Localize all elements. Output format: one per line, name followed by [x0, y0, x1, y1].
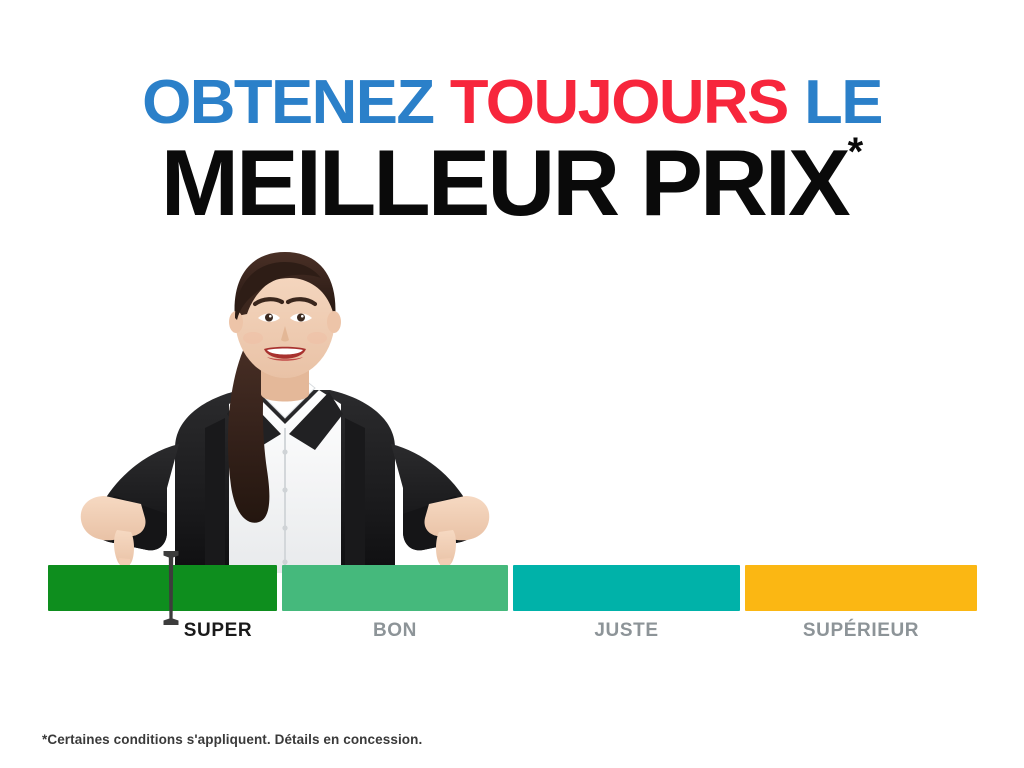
- headline-line-1: OBTENEZ TOUJOURS LE: [0, 72, 1024, 134]
- rating-segment-bon[interactable]: [282, 565, 508, 611]
- price-rating-bar: [48, 565, 977, 611]
- legal-footnote: *Certaines conditions s'appliquent. Déta…: [42, 732, 423, 747]
- rating-labels: SUPER BON JUSTE SUPÉRIEUR: [48, 620, 977, 650]
- left-arm-pointing-down: [80, 444, 179, 569]
- headline-word-toujours: TOUJOURS: [449, 68, 790, 137]
- rating-segment-juste[interactable]: [513, 565, 740, 611]
- rating-label-superieur: SUPÉRIEUR: [802, 620, 920, 641]
- headline-line-2: MEILLEUR PRIX*: [0, 132, 1024, 230]
- headline-word-meilleur-prix: MEILLEUR PRIX: [160, 130, 851, 235]
- presenter-photo: [55, 238, 515, 573]
- right-arm-pointing-down: [391, 444, 490, 569]
- headline-word-le: LE: [804, 68, 883, 137]
- rating-label-bon: BON: [372, 620, 418, 641]
- rating-segment-superieur[interactable]: [745, 565, 977, 611]
- rating-segment-super[interactable]: [48, 565, 277, 611]
- asterisk-marker: *: [847, 129, 864, 174]
- suit-body: [175, 379, 395, 573]
- rating-label-juste: JUSTE: [594, 620, 659, 641]
- rating-position-marker: [163, 551, 179, 625]
- rating-label-super: SUPER: [183, 620, 253, 641]
- headline-block: OBTENEZ TOUJOURS LE MEILLEUR PRIX*: [0, 72, 1024, 230]
- headline-word-obtenez: OBTENEZ: [142, 68, 435, 137]
